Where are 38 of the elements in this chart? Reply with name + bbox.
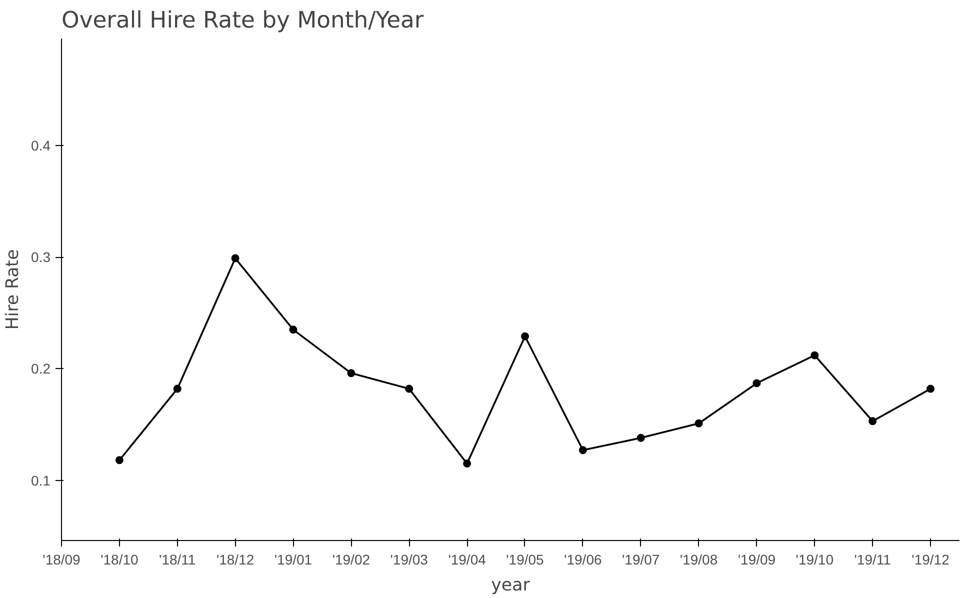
point — [347, 369, 356, 378]
x-tick-label: '18/10 — [100, 552, 139, 568]
point — [173, 384, 182, 393]
x-tick-label: '19/11 — [854, 552, 892, 568]
point — [463, 460, 472, 468]
point — [868, 417, 877, 426]
y-axis-title: Hire Rate — [3, 249, 24, 330]
x-tick-label: '18/11 — [159, 552, 196, 568]
y-tick-label: 0.3 — [31, 249, 51, 266]
x-tick-label: '19/04 — [448, 552, 486, 568]
point — [694, 419, 703, 428]
y-tick-label: 0.1 — [31, 472, 51, 488]
y-tick-label: 0.4 — [31, 138, 51, 154]
x-tick-label: '19/02 — [332, 552, 370, 568]
point — [636, 434, 645, 442]
point — [405, 384, 414, 393]
y-tick-label: 0.2 — [31, 360, 51, 377]
point — [926, 384, 935, 393]
point — [115, 456, 124, 464]
x-tick-label: '19/12 — [912, 552, 950, 568]
x-tick-label: '19/09 — [738, 552, 776, 568]
point — [752, 379, 761, 388]
x-tick-label: '19/03 — [390, 552, 428, 568]
point — [289, 326, 298, 334]
x-tick-label: '19/06 — [564, 552, 602, 568]
x-tick-label: '19/05 — [506, 552, 544, 568]
x-tick-label: '18/09 — [42, 552, 81, 568]
x-tick-label: '19/10 — [796, 552, 834, 568]
x-tick-label: '18/12 — [216, 552, 254, 568]
x-tick-label: '19/01 — [274, 552, 312, 568]
chart-title: Overall Hire Rate by Month/Year — [62, 8, 424, 34]
point — [231, 254, 240, 262]
point — [810, 351, 819, 360]
point — [520, 332, 529, 340]
x-tick-label: '19/07 — [622, 552, 660, 568]
x-tick-label: '19/08 — [680, 552, 718, 568]
x-axis-title: year — [491, 576, 531, 596]
point — [578, 446, 587, 454]
